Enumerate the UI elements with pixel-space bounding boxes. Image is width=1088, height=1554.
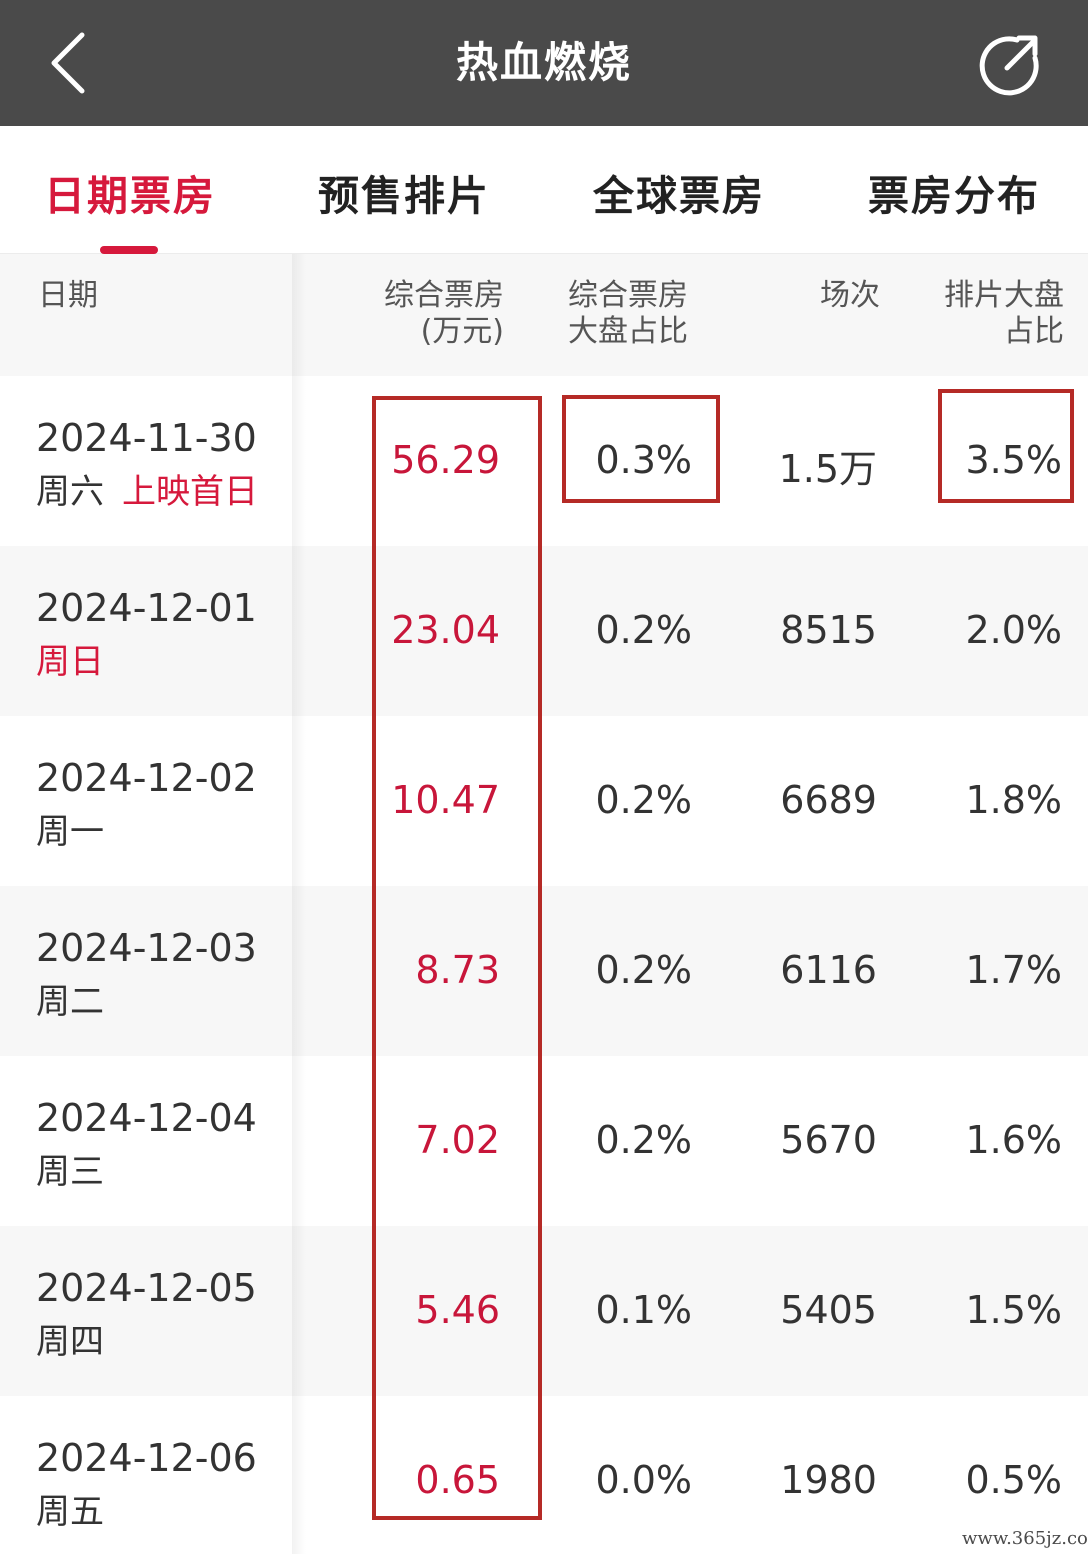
table-row[interactable]: 2024-12-05 周四 5.46 0.1% 5405 1.5% xyxy=(0,1226,1088,1396)
box-office-value: 8.73 xyxy=(415,948,500,992)
schedule-share-value: 1.7% xyxy=(965,948,1062,992)
column-header-schedule-line1: 排片大盘 xyxy=(944,278,1064,313)
box-office-table: 日期 综合票房 (万元) 综合票房 大盘占比 场次 排片大盘 占比 2024-1… xyxy=(0,254,1088,1554)
column-header-schedule-share: 排片大盘 占比 xyxy=(912,278,1064,350)
box-office-value: 0.65 xyxy=(415,1458,500,1502)
row-date: 2024-12-02 xyxy=(36,756,257,800)
top-bar: 热血燃烧 xyxy=(0,0,1088,126)
row-weekday: 周二 xyxy=(36,982,104,1022)
schedule-share-value: 1.5% xyxy=(965,1288,1062,1332)
share-value: 0.2% xyxy=(595,948,692,992)
table-row[interactable]: 2024-12-02 周一 10.47 0.2% 6689 1.8% xyxy=(0,716,1088,886)
chevron-left-icon xyxy=(51,32,85,94)
page-title: 热血燃烧 xyxy=(455,38,632,87)
table-header: 日期 综合票房 (万元) 综合票房 大盘占比 场次 排片大盘 占比 xyxy=(0,254,1088,376)
share-icon xyxy=(979,35,1039,96)
shows-value: 1980 xyxy=(780,1458,877,1502)
back-button[interactable] xyxy=(38,28,98,98)
column-header-shows: 场次 xyxy=(820,278,880,313)
share-value: 0.0% xyxy=(595,1458,692,1502)
row-date: 2024-12-01 xyxy=(36,586,257,630)
table-row[interactable]: 2024-12-03 周二 8.73 0.2% 6116 1.7% xyxy=(0,886,1088,1056)
active-tab-indicator xyxy=(100,246,158,254)
column-header-share: 综合票房 大盘占比 xyxy=(568,278,718,350)
shows-value: 8515 xyxy=(780,608,877,652)
row-date: 2024-12-06 xyxy=(36,1436,257,1480)
schedule-share-value: 0.5% xyxy=(965,1458,1062,1502)
share-value: 0.1% xyxy=(595,1288,692,1332)
row-weekday: 周一 xyxy=(36,812,104,852)
row-weekday: 周三 xyxy=(36,1152,104,1192)
schedule-share-value: 2.0% xyxy=(965,608,1062,652)
column-header-box-office-line2: (万元) xyxy=(420,314,504,349)
shows-value: 5670 xyxy=(780,1118,877,1162)
schedule-share-value: 1.6% xyxy=(965,1118,1062,1162)
column-header-date: 日期 xyxy=(38,278,98,313)
schedule-share-value: 1.8% xyxy=(965,778,1062,822)
tab-global-box-office[interactable]: 全球票房 xyxy=(593,172,765,220)
column-header-share-line2: 大盘占比 xyxy=(568,314,688,349)
table-row[interactable]: 2024-12-01 周日 23.04 0.2% 8515 2.0% xyxy=(0,546,1088,716)
column-header-share-line1: 综合票房 xyxy=(568,278,688,313)
box-office-value: 23.04 xyxy=(391,608,500,652)
frozen-column-shadow xyxy=(292,254,306,1554)
schedule-share-value: 3.5% xyxy=(965,438,1062,482)
row-date: 2024-12-04 xyxy=(36,1096,257,1140)
shows-value: 5405 xyxy=(780,1288,877,1332)
box-office-value: 56.29 xyxy=(391,438,500,482)
table-row[interactable]: 2024-11-30 周六 上映首日 56.29 0.3% 1.5万 3.5% xyxy=(0,376,1088,546)
row-date: 2024-11-30 xyxy=(36,416,257,460)
premiere-label: 上映首日 xyxy=(122,472,258,512)
column-header-schedule-line2: 占比 xyxy=(1004,314,1064,349)
share-value: 0.3% xyxy=(595,438,692,482)
row-date: 2024-12-03 xyxy=(36,926,257,970)
share-cell-highlight xyxy=(562,395,720,503)
schedule-cell-highlight xyxy=(938,389,1074,503)
share-value: 0.2% xyxy=(595,778,692,822)
shows-value: 6116 xyxy=(780,948,877,992)
tab-presale-schedule[interactable]: 预售排片 xyxy=(318,172,490,220)
row-weekday: 周五 xyxy=(36,1492,104,1532)
row-weekday: 周六 xyxy=(36,472,104,512)
box-office-value: 7.02 xyxy=(415,1118,500,1162)
shows-value: 1.5万 xyxy=(778,447,877,491)
row-weekday: 周四 xyxy=(36,1322,104,1362)
tab-bar: 日期票房 预售排片 全球票房 票房分布 xyxy=(0,126,1088,254)
share-value: 0.2% xyxy=(595,1118,692,1162)
box-office-value: 5.46 xyxy=(415,1288,500,1332)
box-office-column-highlight xyxy=(372,396,542,1520)
tab-box-office-distribution[interactable]: 票房分布 xyxy=(868,172,1040,220)
watermark: www.365jz.com xyxy=(962,1528,1088,1549)
tab-date-box-office[interactable]: 日期票房 xyxy=(44,172,216,220)
share-value: 0.2% xyxy=(595,608,692,652)
share-button[interactable] xyxy=(975,30,1045,100)
column-header-box-office-line1: 综合票房 xyxy=(384,278,504,313)
box-office-value: 10.47 xyxy=(391,778,500,822)
row-date: 2024-12-05 xyxy=(36,1266,257,1310)
table-row[interactable]: 2024-12-06 周五 0.65 0.0% 1980 0.5% xyxy=(0,1396,1088,1554)
row-weekday: 周日 xyxy=(36,642,104,682)
table-row[interactable]: 2024-12-04 周三 7.02 0.2% 5670 1.6% xyxy=(0,1056,1088,1226)
column-header-box-office: 综合票房 (万元) xyxy=(330,278,504,350)
shows-value: 6689 xyxy=(780,778,877,822)
